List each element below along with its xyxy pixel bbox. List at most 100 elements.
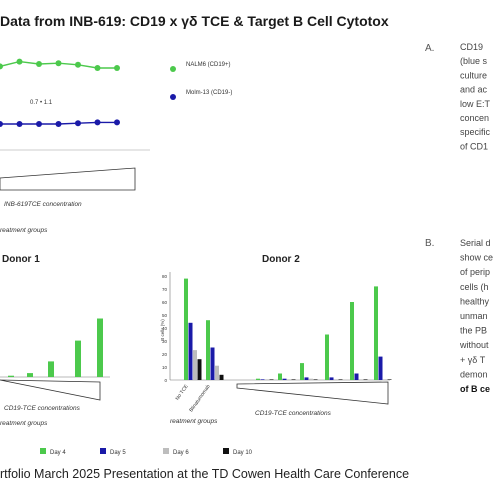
donor-2-bar-1-6 <box>354 373 359 380</box>
panel-a-description: CD19 (blue s culture and ac low E:T concen spe… <box>460 42 491 151</box>
donor-1-bar-5 <box>97 318 103 377</box>
panel-a-concentration-wedge <box>0 167 136 191</box>
donor-2-bar-3-1 <box>219 374 224 380</box>
panel-a-point-0-6 <box>114 65 120 71</box>
legend-a-nalm6-label: NALM6 (CD19+) <box>186 62 231 68</box>
donor-2-bar-2-4 <box>309 378 313 380</box>
panel-b-text-line-5: unman <box>460 311 488 321</box>
legend-b-label-2: Day 6 <box>173 450 189 456</box>
donor-2-bar-1-3 <box>282 378 287 380</box>
donor-2-bar-2-2 <box>265 379 269 380</box>
donor-2-ytick-1: 10 <box>162 365 168 370</box>
legend-a-molm13-label: Molm-13 (CD19-) <box>186 90 232 96</box>
donor-1-bar-3 <box>48 361 54 377</box>
panel-a-text-line-5: concen <box>460 113 489 123</box>
panel-b-text-line-0: Serial d <box>460 238 491 248</box>
donor-2-concentration-wedge <box>236 381 389 405</box>
panel-b: reatment groups Donor 1 Donor 2 0 10 20 30 4… <box>0 227 493 456</box>
donor-2-bar-3-0 <box>197 359 202 380</box>
donor-2-control-label-1: Blinatumomab <box>188 384 211 414</box>
donor-2-ytick-0: 0 <box>164 378 167 383</box>
donor-2-bar-2-0 <box>193 350 197 380</box>
donor-1-xlabel: CD19-TCE concentrations <box>4 405 81 412</box>
legend-b-swatch-1 <box>100 448 106 454</box>
donor-1-sublabel: reatment groups <box>0 420 48 427</box>
panel-a-text-line-0: CD19 <box>460 42 483 52</box>
donor-1-bar-1 <box>8 375 14 377</box>
panel-b-text-line-2: of perip <box>460 267 490 277</box>
panel-a-point-1-4 <box>75 120 81 127</box>
donor-2-bar-0-2 <box>256 378 260 380</box>
donor-2-bar-3-4 <box>313 379 318 380</box>
donor-2-bar-3-3 <box>291 379 296 380</box>
donor-2-bar-0-5 <box>325 334 329 380</box>
panel-a-point-0-0 <box>0 63 3 70</box>
panel-b-text-line-6: the PB <box>460 326 487 336</box>
panel-a-annotation: 0.7 • 1.1 <box>30 100 53 106</box>
panel-a-point-1-1 <box>16 121 23 127</box>
legend-b-label-0: Day 4 <box>50 450 66 456</box>
panel-a-point-0-5 <box>94 65 101 71</box>
donor-1-concentration-wedge <box>0 379 101 401</box>
panel-b-text-line-8: + γδ T <box>460 355 486 365</box>
panel-b-heading: reatment groups <box>0 227 48 234</box>
panel-a-text-line-2: culture <box>460 70 487 80</box>
donor-2-bar-0-0 <box>184 278 188 380</box>
panel-b-text-line-7: without <box>459 340 489 350</box>
donor-2-bar-2-5 <box>334 379 338 380</box>
panel-a-point-0-1 <box>16 58 23 65</box>
donor-2-bar-0-1 <box>206 320 210 380</box>
donor-2-sublabel: reatment groups <box>170 418 218 425</box>
panel-a-line-chart <box>0 58 150 151</box>
donor-1-bar-4 <box>75 340 81 377</box>
panel-b-letter: B. <box>425 238 434 249</box>
donor-2-bar-3-7 <box>387 379 392 380</box>
donor-2-bar-3-6 <box>363 379 368 380</box>
donor-1-bar-chart <box>0 318 110 378</box>
panel-a: 0.7 • 1.1 INB-619TCE concentration NALM6… <box>0 42 491 208</box>
donor-2-ytick-7: 70 <box>162 287 168 292</box>
donor-2-bar-0-4 <box>300 363 304 380</box>
donor-2-title: Donor 2 <box>262 254 300 265</box>
donor-2-control-label-0: No TCE <box>175 383 190 401</box>
legend-a-molm13-marker <box>170 94 176 100</box>
legend-b-label-3: Day 10 <box>233 450 253 456</box>
donor-2-bar-3-5 <box>338 379 343 380</box>
panel-a-xlabel: INB-619TCE concentration <box>4 201 82 208</box>
panel-a-point-0-2 <box>36 61 42 67</box>
panel-a-point-1-5 <box>94 119 101 126</box>
legend-b-label-1: Day 5 <box>110 450 126 456</box>
donor-1-bar-2 <box>27 373 33 377</box>
panel-a-point-1-2 <box>36 121 42 127</box>
donor-2-bar-1-7 <box>378 356 383 380</box>
legend-b-swatch-3 <box>223 448 229 454</box>
panel-a-text-line-3: and ac <box>460 85 488 95</box>
donor-2-ytick-8: 80 <box>162 274 168 279</box>
panel-a-point-0-3 <box>55 60 62 67</box>
legend-b-swatch-2 <box>163 448 169 454</box>
donor-2-bar-1-2 <box>260 379 265 380</box>
panel-b-description: Serial d show ce of perip cells (h healthy un… <box>459 238 493 394</box>
donor-2-bar-2-1 <box>215 365 219 380</box>
donor-2-bar-3-2 <box>269 379 274 380</box>
donor-2-ytick-6: 60 <box>162 300 168 305</box>
panel-a-point-0-4 <box>75 61 81 68</box>
donor-2-bar-0-6 <box>350 302 354 380</box>
panel-b-text-line-9: demon <box>460 369 488 379</box>
donor-2-ylabel: B cells (%) <box>160 319 165 341</box>
panel-a-text-line-1: (blue s <box>460 56 488 66</box>
panel-b-text-line-4: healthy <box>460 296 490 306</box>
donor-2-ytick-5: 50 <box>162 313 168 318</box>
donor-2-bar-1-4 <box>304 377 309 380</box>
donor-2-ytick-3: 30 <box>162 339 168 344</box>
panel-b-text-line-1: show ce <box>460 253 493 263</box>
donor-2-bar-1-0 <box>188 322 193 380</box>
panel-b-legend: Day 4 Day 5 Day 6 Day 10 <box>40 448 253 456</box>
donor-2-ytick-4: 40 <box>162 326 168 331</box>
donor-2-bar-2-3 <box>287 379 291 380</box>
slide-footer: rtfolio March 2025 Presentation at the T… <box>0 467 410 481</box>
legend-a-nalm6-marker <box>170 66 176 72</box>
panel-b-text-line-10: of B ce <box>460 384 490 394</box>
legend-b-swatch-0 <box>40 448 46 454</box>
